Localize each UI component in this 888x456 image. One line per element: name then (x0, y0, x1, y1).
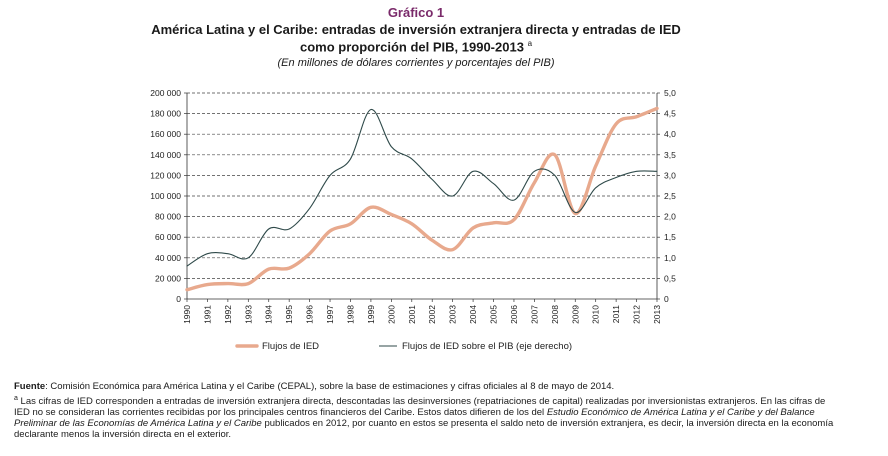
footnote-mark: a (14, 395, 18, 402)
x-tick-label: 1998 (345, 305, 355, 324)
chart-title-line2: como proporción del PIB, 1990-2013 a (0, 39, 832, 54)
footnote-text-end: publicados en 2012, por cuanto en estos … (14, 418, 834, 441)
chart-title-line1: América Latina y el Caribe: entradas de … (151, 22, 681, 37)
x-tick-label: 2004 (468, 305, 478, 324)
left-tick-label: 180 000 (150, 109, 181, 119)
figure-label: Gráfico 1 (387, 5, 445, 20)
left-tick-label: 20 000 (155, 273, 181, 283)
x-tick-label: 2000 (386, 305, 396, 324)
series-line-ied-flows (185, 106, 659, 292)
right-tick-label: 0 (664, 294, 669, 304)
x-axis-ticks: 1990 1991 1992 1993 1994 1995 1996 1997 1998 1999… (182, 299, 662, 324)
source-text: : Comisión Económica para América Latina… (45, 381, 615, 392)
source-note: Fuente: Comisión Económica para América … (14, 381, 834, 392)
left-tick-label: 80 000 (155, 212, 181, 222)
x-tick-label: 1992 (223, 305, 233, 324)
x-tick-label: 1996 (305, 305, 315, 324)
x-tick-label: 2012 (632, 305, 642, 324)
right-tick-label: 2,0 (664, 212, 676, 222)
x-tick-label: 1991 (202, 305, 212, 324)
x-tick-label: 1993 (243, 305, 253, 324)
right-tick-label: 1,5 (664, 232, 676, 242)
x-tick-label: 2008 (550, 305, 560, 324)
x-tick-label: 2006 (509, 305, 519, 324)
x-tick-label: 1990 (182, 305, 192, 324)
x-tick-label: 2005 (489, 305, 499, 324)
right-axis-ticks: 0 0,5 1,0 1,5 2,0 2,5 3,0 3,5 4,0 4,5 5,0 (657, 88, 676, 304)
legend: Flujos de IED Flujos de IED sobre el PIB … (235, 341, 572, 352)
x-tick-label: 1999 (366, 305, 376, 324)
x-tick-label: 2011 (611, 305, 621, 324)
legend-label-ied-flows: Flujos de IED (262, 341, 319, 352)
footnote: a Las cifras de IED corresponden a entra… (14, 393, 834, 440)
x-tick-label: 2013 (652, 305, 662, 324)
x-tick-label: 1995 (284, 305, 294, 324)
right-tick-label: 2,5 (664, 191, 676, 201)
chart-title-line2-text: como proporción del PIB, 1990-2013 (299, 39, 524, 55)
left-tick-label: 60 000 (155, 232, 181, 242)
left-tick-label: 140 000 (150, 150, 181, 160)
right-tick-label: 4,5 (664, 109, 676, 119)
legend-label-ied-share-gdp: Flujos de IED sobre el PIB (eje derecho) (402, 341, 572, 352)
grid-lines (187, 92, 657, 279)
right-tick-label: 4,0 (664, 129, 676, 139)
right-tick-label: 3,5 (664, 150, 676, 160)
x-tick-label: 2010 (591, 305, 601, 324)
chart-subtitle: (En millones de dólares corrientes y por… (277, 57, 555, 69)
footnote-text: Las cifras de IED corresponden a entrada… (14, 396, 826, 419)
left-axis-ticks: 0 20 000 40 000 60 000 80 000 100 000 120 000 1… (150, 88, 187, 304)
left-tick-label: 200 000 (150, 88, 181, 98)
left-tick-label: 160 000 (150, 129, 181, 139)
left-tick-label: 120 000 (150, 170, 181, 180)
source-label: Fuente (14, 381, 46, 392)
right-tick-label: 0,5 (664, 273, 676, 283)
footnote-italic: Estudio Económico de América Latina y el… (14, 407, 815, 430)
x-tick-label: 2002 (427, 305, 437, 324)
x-tick-label: 2007 (529, 305, 539, 324)
chart: 0 20 000 40 000 60 000 80 000 100 000 120 000 1… (150, 88, 676, 352)
x-tick-label: 1997 (325, 305, 335, 324)
left-tick-label: 0 (176, 294, 181, 304)
right-tick-label: 3,0 (664, 170, 676, 180)
right-tick-label: 1,0 (664, 253, 676, 263)
series-lines (185, 106, 659, 292)
x-tick-label: 1994 (264, 305, 274, 324)
x-tick-label: 2009 (570, 305, 580, 324)
title-footnote-mark: a (527, 39, 533, 48)
right-tick-label: 5,0 (664, 88, 676, 98)
x-tick-label: 2003 (448, 305, 458, 324)
series-line-ied-share-gdp (186, 108, 658, 267)
left-tick-label: 40 000 (155, 253, 181, 263)
left-tick-label: 100 000 (150, 191, 181, 201)
x-tick-label: 2001 (407, 305, 417, 324)
